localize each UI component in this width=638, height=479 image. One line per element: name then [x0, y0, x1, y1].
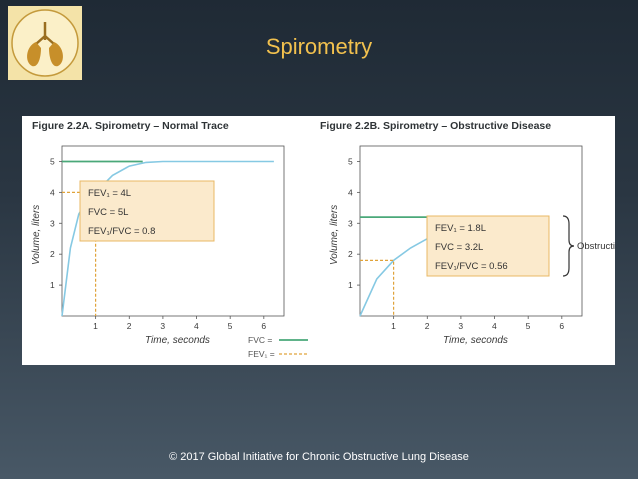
x-tick-label: 6 [559, 321, 564, 331]
spirometry-figure: Figure 2.2A. Spirometry – Normal Trace 1 2… [22, 116, 615, 365]
y-tick-label: 5 [50, 156, 55, 166]
annotation-text: FEV₁ = 1.8L [435, 223, 486, 234]
y-tick-label: 3 [348, 218, 353, 228]
fev1-line [62, 191, 97, 316]
x-axis-label: Time, seconds [443, 335, 508, 346]
legend-fvc-label: FVC = [248, 335, 272, 345]
annotation-text: FEV₁/FVC = 0.56 [435, 261, 508, 272]
y-tick-label: 2 [348, 249, 353, 259]
x-tick-label: 3 [458, 321, 463, 331]
y-tick-label: 5 [348, 156, 353, 166]
x-tick-label: 5 [228, 321, 233, 331]
x-tick-label: 1 [93, 321, 98, 331]
y-tick-label: 2 [50, 249, 55, 259]
x-tick-label: 5 [526, 321, 531, 331]
x-axis-label: Time, seconds [145, 335, 210, 346]
y-axis-label: Volume, liters [31, 205, 42, 265]
y-tick-label: 1 [50, 280, 55, 290]
copyright-text: © 2017 Global Initiative for Chronic Obs… [169, 451, 469, 463]
chart-title: Figure 2.2A. Spirometry – Normal Trace [32, 120, 229, 132]
x-tick-label: 3 [160, 321, 165, 331]
annotation-text: FEV₁ = 4L [88, 188, 131, 199]
chart-title: Figure 2.2B. Spirometry – Obstructive Di… [320, 120, 551, 132]
annotation-text: FVC = 3.2L [435, 242, 483, 253]
y-tick-label: 4 [348, 187, 353, 197]
x-tick-label: 2 [425, 321, 430, 331]
bracket [562, 215, 575, 277]
annotation-box [426, 215, 550, 277]
y-tick-label: 1 [348, 280, 353, 290]
annotation-text: FVC = 5L [88, 207, 128, 218]
fev1-line [360, 259, 395, 316]
gold-logo [8, 6, 82, 80]
x-tick-label: 4 [492, 321, 497, 331]
slide-title: Spirometry [265, 34, 373, 59]
legend-fev1-label: FEV₁ = [248, 349, 275, 359]
y-tick-label: 4 [50, 187, 55, 197]
y-axis-label: Volume, liters [329, 205, 340, 265]
volume-time-curve [61, 160, 274, 317]
y-tick-label: 3 [50, 218, 55, 228]
x-tick-label: 2 [127, 321, 132, 331]
annotation-box [79, 180, 215, 242]
x-tick-label: 1 [391, 321, 396, 331]
bracket-label: Obstructive [577, 241, 615, 252]
x-tick-label: 6 [261, 321, 266, 331]
annotation-text: FEV₁/FVC = 0.8 [88, 226, 155, 237]
x-tick-label: 4 [194, 321, 199, 331]
figure-canvas: Figure 2.2A. Spirometry – Normal Trace 1 2… [31, 120, 615, 359]
